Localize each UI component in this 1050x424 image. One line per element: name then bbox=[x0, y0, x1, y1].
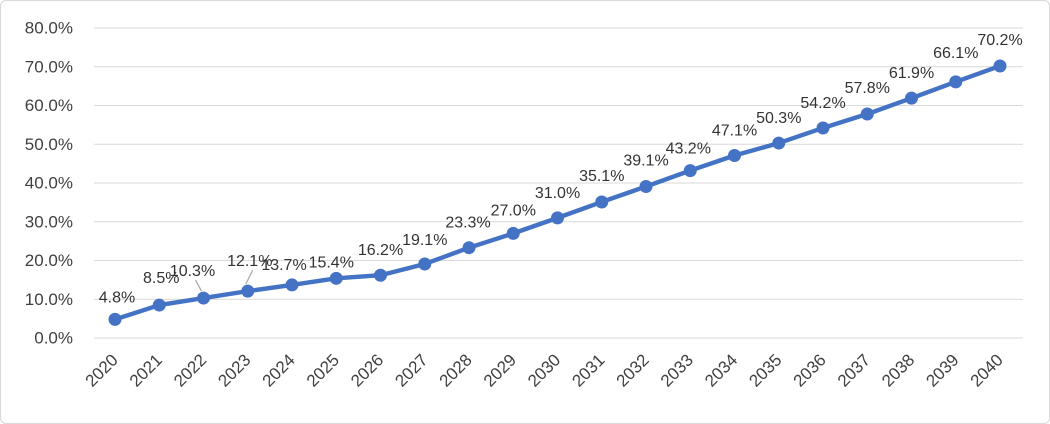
data-label: 4.8% bbox=[99, 289, 135, 306]
data-label: 43.2% bbox=[666, 141, 711, 158]
x-axis-label: 2026 bbox=[347, 350, 387, 390]
data-point-marker bbox=[462, 241, 476, 255]
data-label: 50.3% bbox=[756, 110, 801, 127]
data-point-marker bbox=[108, 312, 122, 326]
x-axis-label: 2020 bbox=[82, 350, 122, 390]
x-axis-label: 2038 bbox=[878, 350, 918, 390]
data-label: 61.9% bbox=[889, 65, 934, 82]
data-point-marker bbox=[506, 226, 520, 240]
data-label: 54.2% bbox=[800, 95, 845, 112]
y-axis-label: 20.0% bbox=[25, 251, 73, 270]
data-point-marker bbox=[905, 91, 918, 105]
data-point-marker bbox=[241, 284, 255, 298]
x-axis-label: 2034 bbox=[701, 350, 741, 390]
data-label: 16.2% bbox=[358, 242, 403, 259]
data-label: 35.1% bbox=[579, 168, 624, 185]
data-label: 31.0% bbox=[535, 185, 580, 202]
x-axis-label: 2021 bbox=[126, 350, 166, 390]
x-axis-label: 2025 bbox=[303, 350, 343, 390]
x-axis-label: 2035 bbox=[745, 350, 785, 390]
data-point-marker bbox=[683, 164, 697, 178]
data-label: 27.0% bbox=[491, 202, 536, 219]
data-point-marker bbox=[949, 75, 963, 89]
data-point-marker bbox=[418, 257, 432, 271]
data-label: 70.2% bbox=[977, 32, 1022, 49]
x-axis-label: 2023 bbox=[214, 350, 254, 390]
data-label: 10.3% bbox=[170, 263, 215, 280]
data-label: 47.1% bbox=[712, 122, 757, 139]
x-axis-label: 2031 bbox=[568, 350, 608, 390]
x-axis-label: 2022 bbox=[170, 350, 210, 390]
x-axis-label: 2032 bbox=[613, 350, 653, 390]
leader-line bbox=[194, 279, 203, 292]
data-label: 57.8% bbox=[845, 80, 890, 97]
data-point-marker bbox=[639, 179, 653, 193]
x-axis-label: 2039 bbox=[922, 350, 962, 390]
data-point-marker bbox=[152, 298, 166, 312]
y-axis-label: 10.0% bbox=[25, 290, 73, 309]
x-axis-label: 2024 bbox=[259, 350, 299, 390]
data-label: 39.1% bbox=[623, 152, 668, 169]
data-point-marker bbox=[860, 107, 874, 121]
x-axis-label: 2036 bbox=[790, 350, 830, 390]
y-axis-label: 70.0% bbox=[25, 57, 73, 76]
data-point-marker bbox=[374, 268, 387, 282]
x-axis-label: 2040 bbox=[967, 350, 1007, 390]
data-point-marker bbox=[197, 291, 210, 305]
data-point-marker bbox=[329, 271, 343, 285]
y-axis-label: 0.0% bbox=[34, 329, 73, 348]
y-axis-label: 50.0% bbox=[25, 135, 73, 154]
y-axis-label: 30.0% bbox=[25, 212, 73, 231]
data-label: 13.7% bbox=[261, 257, 306, 274]
data-point-marker bbox=[285, 278, 299, 292]
data-point-marker bbox=[772, 136, 786, 150]
x-axis-label: 2028 bbox=[436, 350, 476, 390]
data-label: 8.5% bbox=[143, 270, 179, 287]
data-label: 23.3% bbox=[445, 215, 490, 232]
x-axis-label: 2037 bbox=[834, 350, 874, 390]
data-label: 15.4% bbox=[309, 254, 354, 271]
leader-line bbox=[245, 269, 254, 285]
data-label: 66.1% bbox=[933, 45, 978, 62]
x-axis-label: 2030 bbox=[524, 350, 564, 390]
x-axis-label: 2027 bbox=[391, 350, 431, 390]
data-point-marker bbox=[993, 59, 1007, 73]
y-axis-label: 60.0% bbox=[25, 96, 73, 115]
data-point-marker bbox=[816, 121, 830, 135]
data-label: 12.1% bbox=[227, 253, 272, 270]
data-point-marker bbox=[551, 211, 564, 225]
data-point-marker bbox=[595, 195, 609, 209]
x-axis-label: 2029 bbox=[480, 350, 520, 390]
y-axis-label: 80.0% bbox=[25, 19, 73, 38]
data-point-marker bbox=[728, 148, 741, 162]
data-label: 19.1% bbox=[402, 232, 447, 249]
x-axis-label: 2033 bbox=[657, 350, 697, 390]
y-axis-label: 40.0% bbox=[25, 174, 73, 193]
